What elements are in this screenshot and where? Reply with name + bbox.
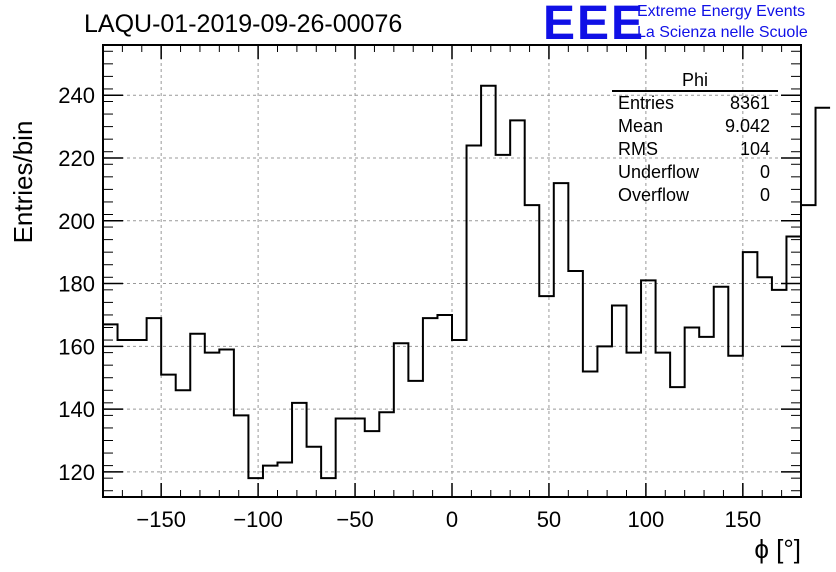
logo-line-2: La Scienza nelle Scuole xyxy=(637,24,808,41)
stat-row: RMS 104 xyxy=(612,138,778,161)
stat-row: Mean 9.042 xyxy=(612,115,778,138)
stat-row: Entries 8361 xyxy=(612,92,778,115)
histogram-series xyxy=(103,84,831,480)
y-tick-label: 200 xyxy=(58,209,95,234)
axis-ticks xyxy=(102,45,802,497)
stat-value: 104 xyxy=(739,139,770,159)
stat-value: 0 xyxy=(759,185,770,205)
x-tick-labels: −150 −100 −50 0 50 100 150 xyxy=(136,507,761,532)
y-tick-label: 140 xyxy=(58,397,95,422)
stats-box: Phi Entries 8361 Mean 9.042 RMS 104 Underflow 0… xyxy=(612,70,778,207)
x-axis-label: ϕ [°] xyxy=(754,534,801,564)
x-tick-label: 150 xyxy=(724,507,761,532)
plot-frame xyxy=(102,44,802,498)
stats-title: Phi xyxy=(612,70,778,92)
y-tick-label: 240 xyxy=(58,83,95,108)
x-tick-label: −50 xyxy=(336,507,373,532)
y-tick-label: 220 xyxy=(58,146,95,171)
stats-rows: Entries 8361 Mean 9.042 RMS 104 Underflow 0 Over… xyxy=(612,92,778,207)
x-tick-label: −150 xyxy=(136,507,186,532)
y-tick-label: 160 xyxy=(58,334,95,359)
stat-label: Entries xyxy=(618,93,675,113)
stat-row: Overflow 0 xyxy=(612,184,778,207)
grid-lines xyxy=(103,45,801,497)
stat-row: Underflow 0 xyxy=(612,161,778,184)
y-axis-label: Entries/bin xyxy=(8,121,38,244)
stat-label: RMS xyxy=(618,139,658,159)
stat-label: Underflow xyxy=(618,162,700,182)
stat-value: 9.042 xyxy=(724,116,770,136)
plot-title: LAQU-01-2019-09-26-00076 xyxy=(84,10,403,38)
eee-logo: EEE xyxy=(543,0,646,50)
y-tick-label: 180 xyxy=(58,272,95,297)
x-tick-label: −100 xyxy=(233,507,283,532)
y-tick-labels: 120 140 160 180 200 220 240 xyxy=(58,83,95,485)
stat-label: Overflow xyxy=(618,185,690,205)
stat-value: 0 xyxy=(759,162,770,182)
x-tick-label: 100 xyxy=(628,507,665,532)
stat-label: Mean xyxy=(618,116,664,136)
x-tick-label: 0 xyxy=(446,507,458,532)
logo-line-1: Extreme Energy Events xyxy=(637,3,806,20)
x-tick-label: 50 xyxy=(537,507,561,532)
y-tick-label: 120 xyxy=(58,460,95,485)
stat-value: 8361 xyxy=(729,93,770,113)
